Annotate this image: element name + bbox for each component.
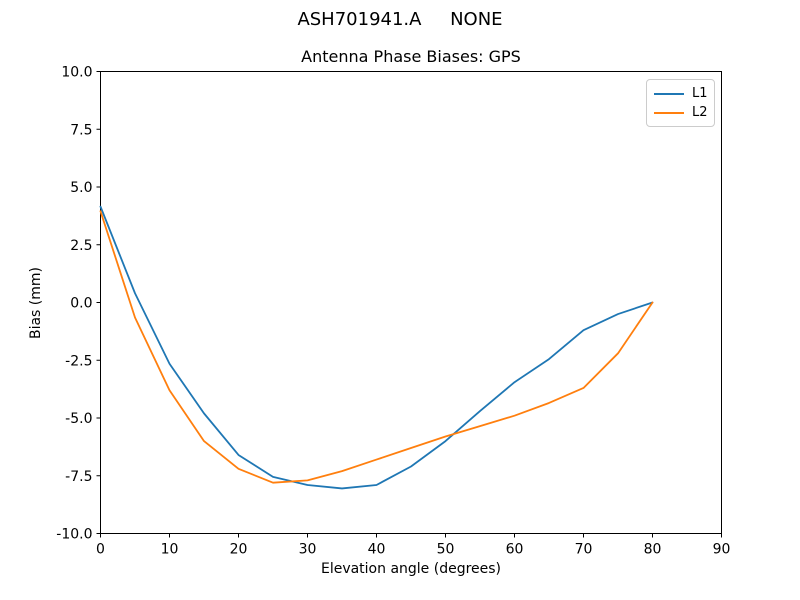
axes-title: Antenna Phase Biases: GPS	[301, 47, 521, 66]
figure-suptitle: ASH701941.A NONE	[297, 9, 503, 30]
axes-frame	[100, 71, 722, 534]
x-tick-label: 20	[230, 542, 248, 558]
x-tick-label: 70	[575, 542, 593, 558]
y-tick-label: 5.0	[70, 180, 92, 196]
legend: L1 L2	[646, 79, 715, 127]
x-tick-label: 60	[506, 542, 524, 558]
y-tick-label: -2.5	[65, 353, 92, 369]
series-line-l2	[99, 210, 654, 484]
legend-item-l2: L2	[654, 103, 708, 122]
y-tick-label: 0.0	[70, 296, 92, 312]
x-tick-label: 90	[713, 542, 731, 558]
x-tick-label: 0	[96, 542, 105, 558]
legend-label-l1: L1	[692, 86, 708, 101]
x-tick-label: 80	[644, 542, 662, 558]
legend-label-l2: L2	[692, 105, 708, 120]
x-tick-label: 10	[161, 542, 179, 558]
y-axis-label: Bias (mm)	[28, 266, 44, 340]
legend-line-sample-l2	[654, 111, 684, 114]
y-tick-label: -5.0	[65, 411, 92, 427]
x-tick-label: 30	[299, 542, 317, 558]
series-line-l1	[99, 205, 654, 490]
legend-item-l1: L1	[654, 84, 708, 103]
x-tick-label: 40	[368, 542, 386, 558]
y-tick-label: 7.5	[70, 122, 92, 138]
y-tick-label: 10.0	[61, 65, 92, 81]
x-tick-label: 50	[437, 542, 455, 558]
y-tick-label: 2.5	[70, 238, 92, 254]
y-tick-label: -10.0	[56, 527, 92, 543]
y-tick-label: -7.5	[65, 469, 92, 485]
x-axis-label: Elevation angle (degrees)	[320, 561, 502, 577]
legend-line-sample-l1	[654, 92, 684, 95]
